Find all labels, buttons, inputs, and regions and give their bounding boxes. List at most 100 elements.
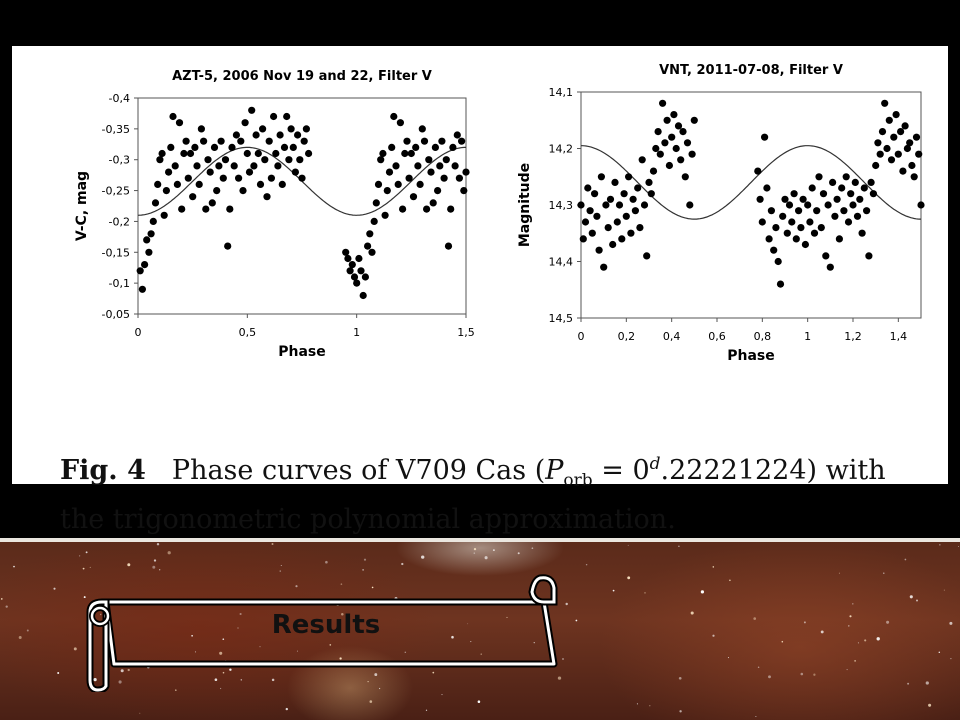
data-point [586, 207, 594, 215]
star [484, 556, 488, 560]
star [876, 637, 880, 641]
x-axis-label: Phase [278, 344, 326, 360]
data-point [296, 156, 304, 164]
star [296, 650, 298, 652]
x-tick-label: 0,8 [754, 330, 772, 343]
data-point [763, 184, 771, 192]
data-point [591, 190, 599, 198]
star [100, 613, 102, 616]
caption-text: Phase curves of V709 Cas ( [171, 455, 546, 486]
star [167, 551, 171, 555]
data-point [171, 162, 179, 170]
star [18, 636, 22, 639]
star [679, 710, 682, 713]
data-point [681, 173, 689, 181]
data-point [270, 112, 278, 121]
data-point [431, 143, 439, 151]
data-point [156, 156, 164, 164]
data-point [890, 133, 898, 141]
star [369, 700, 373, 703]
star [362, 569, 364, 571]
data-point [458, 137, 466, 145]
data-point [357, 267, 365, 275]
star [222, 671, 225, 674]
star [585, 563, 588, 566]
star [612, 589, 615, 592]
star [78, 555, 81, 557]
star [239, 612, 242, 616]
star [949, 621, 953, 625]
x-axis-label: Phase [727, 348, 775, 364]
data-point [867, 178, 875, 186]
data-point [294, 131, 302, 139]
star [89, 566, 91, 568]
data-point [444, 242, 453, 250]
data-point [765, 235, 773, 243]
data-point [581, 218, 590, 226]
star [259, 646, 261, 648]
y-tick-label: 14,1 [549, 86, 574, 99]
star [229, 668, 232, 671]
data-point [460, 187, 468, 195]
data-point [291, 168, 299, 176]
x-tick-label: 1,2 [844, 330, 862, 343]
star [531, 547, 534, 550]
star [857, 642, 859, 644]
data-point [178, 205, 186, 213]
y-tick-label: -0,1 [109, 277, 130, 290]
star [938, 651, 941, 654]
data-point [600, 263, 608, 271]
star [575, 619, 578, 622]
star [441, 694, 443, 696]
data-point [250, 162, 258, 170]
star [127, 668, 130, 672]
banner-title: Results [271, 610, 381, 640]
x-tick-label: 1 [353, 326, 360, 339]
data-point [420, 137, 429, 145]
data-point [372, 199, 380, 207]
data-point [305, 149, 313, 158]
star [480, 653, 482, 655]
data-point [403, 137, 411, 145]
y-tick-label: 14,5 [549, 312, 574, 325]
data-point [588, 229, 596, 237]
data-point [173, 180, 181, 188]
caption-math-eq: = 0 [592, 455, 650, 486]
data-point [595, 246, 603, 254]
star [473, 547, 477, 551]
data-point [355, 254, 363, 263]
data-point [824, 201, 832, 209]
data-point [683, 139, 692, 147]
data-point [353, 279, 361, 287]
data-point [232, 131, 240, 139]
data-point [915, 150, 923, 158]
data-point [263, 193, 271, 201]
star [727, 657, 730, 659]
data-point [795, 207, 803, 215]
data-point [186, 149, 195, 158]
data-point [455, 174, 463, 182]
star [271, 543, 274, 545]
data-point [451, 162, 459, 170]
data-point [638, 156, 646, 164]
data-point [813, 207, 821, 215]
data-point [278, 180, 286, 188]
data-point [842, 173, 850, 181]
caption-math-sub: orb [563, 470, 593, 491]
star [156, 542, 160, 546]
data-point [442, 156, 450, 164]
data-point [636, 224, 644, 232]
data-point [184, 174, 192, 182]
data-point [224, 242, 232, 250]
data-point [283, 112, 291, 121]
star [194, 651, 197, 653]
y-tick-label: 14,4 [549, 256, 574, 269]
data-point [851, 178, 859, 186]
data-point [863, 207, 871, 215]
data-point [285, 156, 293, 164]
chart-2: VNT, 2011-07-08, Filter V 14,1 14,2 14,3 14,… [517, 63, 925, 364]
data-point [781, 195, 789, 203]
y-tick-label: -0,3 [109, 154, 130, 167]
star [950, 658, 952, 660]
data-point [772, 224, 780, 232]
